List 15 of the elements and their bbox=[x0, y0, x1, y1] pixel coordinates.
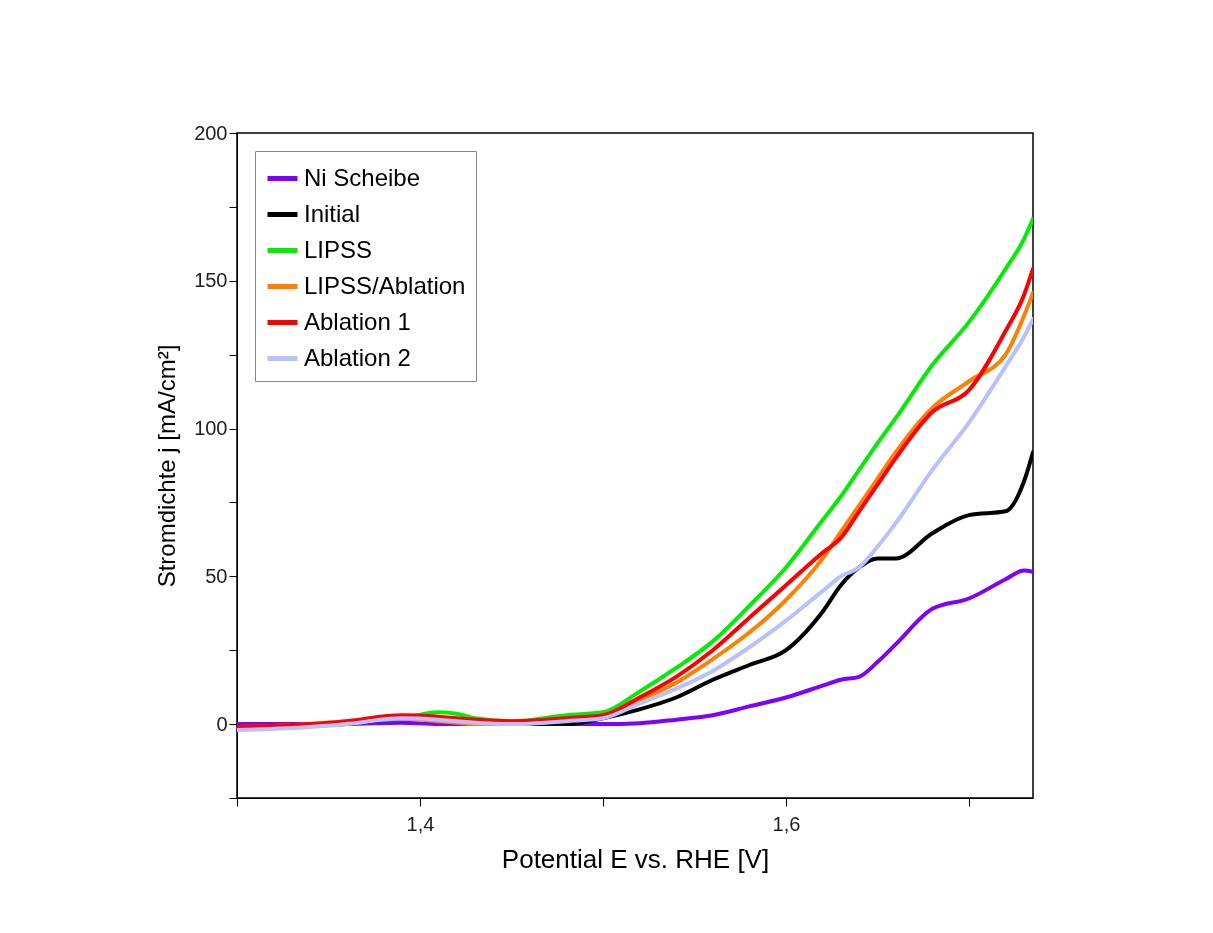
y-axis-title: Stromdichte j [mA/cm²] bbox=[153, 344, 181, 588]
y-tick-label: 200 bbox=[194, 121, 228, 144]
x-tick-label: 1,6 bbox=[772, 812, 801, 835]
legend-label: LIPSS/Ablation bbox=[304, 271, 466, 299]
x-tick-label: 1,4 bbox=[406, 812, 435, 835]
legend-label: LIPSS bbox=[304, 235, 373, 263]
y-tick-label: 50 bbox=[205, 564, 228, 587]
legend-label: Ablation 1 bbox=[304, 307, 411, 335]
y-tick-label: 150 bbox=[194, 269, 228, 292]
legend-label: Ablation 2 bbox=[304, 343, 411, 371]
legend-label: Ni Scheibe bbox=[304, 163, 421, 191]
legend-label: Initial bbox=[304, 199, 361, 227]
y-tick-label: 100 bbox=[194, 417, 228, 440]
x-axis-title: Potential E vs. RHE [V] bbox=[501, 843, 770, 874]
y-tick-label: 0 bbox=[216, 712, 228, 735]
